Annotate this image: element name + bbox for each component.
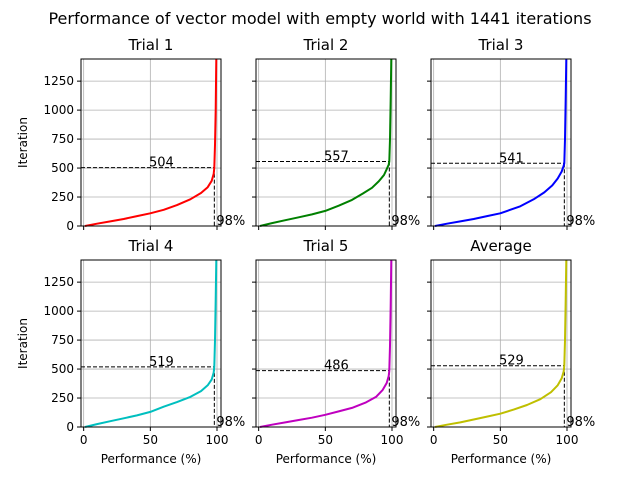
y-tick-label: 1250 (43, 275, 74, 289)
series-line (259, 58, 393, 227)
y-tick-label: 750 (51, 132, 74, 146)
series-line (434, 259, 568, 428)
threshold-y-label: 486 (324, 359, 349, 374)
axes-frame (80, 259, 222, 428)
y-tick-label: 1000 (43, 304, 74, 318)
axes-frame (255, 58, 397, 227)
series-line (84, 58, 218, 227)
threshold-x-label: 98% (391, 415, 420, 430)
subplot-title: Trial 3 (478, 36, 524, 54)
y-tick-label: 1000 (43, 103, 74, 117)
threshold-x-label: 98% (391, 214, 420, 229)
subplot-6: 98% 529 0 50 100 Average Performance (%) (427, 237, 595, 466)
x-tick-label: 100 (381, 433, 404, 447)
threshold-x-label: 98% (566, 415, 595, 430)
y-tick-label: 250 (51, 391, 74, 405)
y-axis-label: Iteration (16, 117, 30, 168)
subplot-title: Trial 1 (128, 36, 174, 54)
y-tick-label: 0 (66, 219, 74, 233)
x-tick-label: 0 (430, 433, 438, 447)
subplot-title: Trial 5 (303, 237, 349, 255)
series-line (84, 259, 218, 428)
x-axis-label: Performance (%) (276, 452, 377, 466)
x-tick-label: 100 (206, 433, 229, 447)
axes-frame (430, 58, 572, 227)
x-tick-label: 0 (255, 433, 263, 447)
axes-frame (80, 58, 222, 227)
y-tick-label: 1250 (43, 74, 74, 88)
y-tick-label: 0 (66, 420, 74, 434)
axes-frame (430, 259, 572, 428)
subplot-2: 98% 557 Trial 2 (252, 36, 420, 230)
y-tick-label: 250 (51, 190, 74, 204)
x-axis-label: Performance (%) (451, 452, 552, 466)
figure-title: Performance of vector model with empty w… (48, 9, 591, 28)
threshold-x-label: 98% (216, 214, 245, 229)
threshold-y-label: 541 (499, 151, 524, 166)
threshold-y-label: 529 (499, 354, 524, 369)
subplot-title: Trial 4 (128, 237, 174, 255)
subplot-5: 98% 486 0 50 100 Trial 5 Performance (%) (252, 237, 420, 466)
subplot-title: Average (470, 237, 532, 255)
subplot-1: 98% 504 0 250 500 750 1000 1250 Trial 1 Iteration (16, 36, 245, 233)
x-tick-label: 100 (556, 433, 579, 447)
threshold-x-label: 98% (566, 214, 595, 229)
threshold-x-label: 98% (216, 415, 245, 430)
x-tick-label: 50 (318, 433, 333, 447)
threshold-y-label: 504 (149, 156, 174, 171)
x-tick-label: 0 (80, 433, 88, 447)
y-tick-label: 500 (51, 362, 74, 376)
subplot-3: 98% 541 Trial 3 (427, 36, 595, 230)
x-axis-label: Performance (%) (101, 452, 202, 466)
y-tick-label: 500 (51, 161, 74, 175)
axes-frame (255, 259, 397, 428)
y-tick-label: 750 (51, 333, 74, 347)
series-line (434, 58, 568, 227)
series-line (259, 259, 393, 428)
y-axis-label: Iteration (16, 318, 30, 369)
x-tick-label: 50 (493, 433, 508, 447)
threshold-y-label: 557 (324, 149, 349, 164)
subplot-title: Trial 2 (303, 36, 349, 54)
threshold-y-label: 519 (149, 355, 174, 370)
x-tick-label: 50 (143, 433, 158, 447)
